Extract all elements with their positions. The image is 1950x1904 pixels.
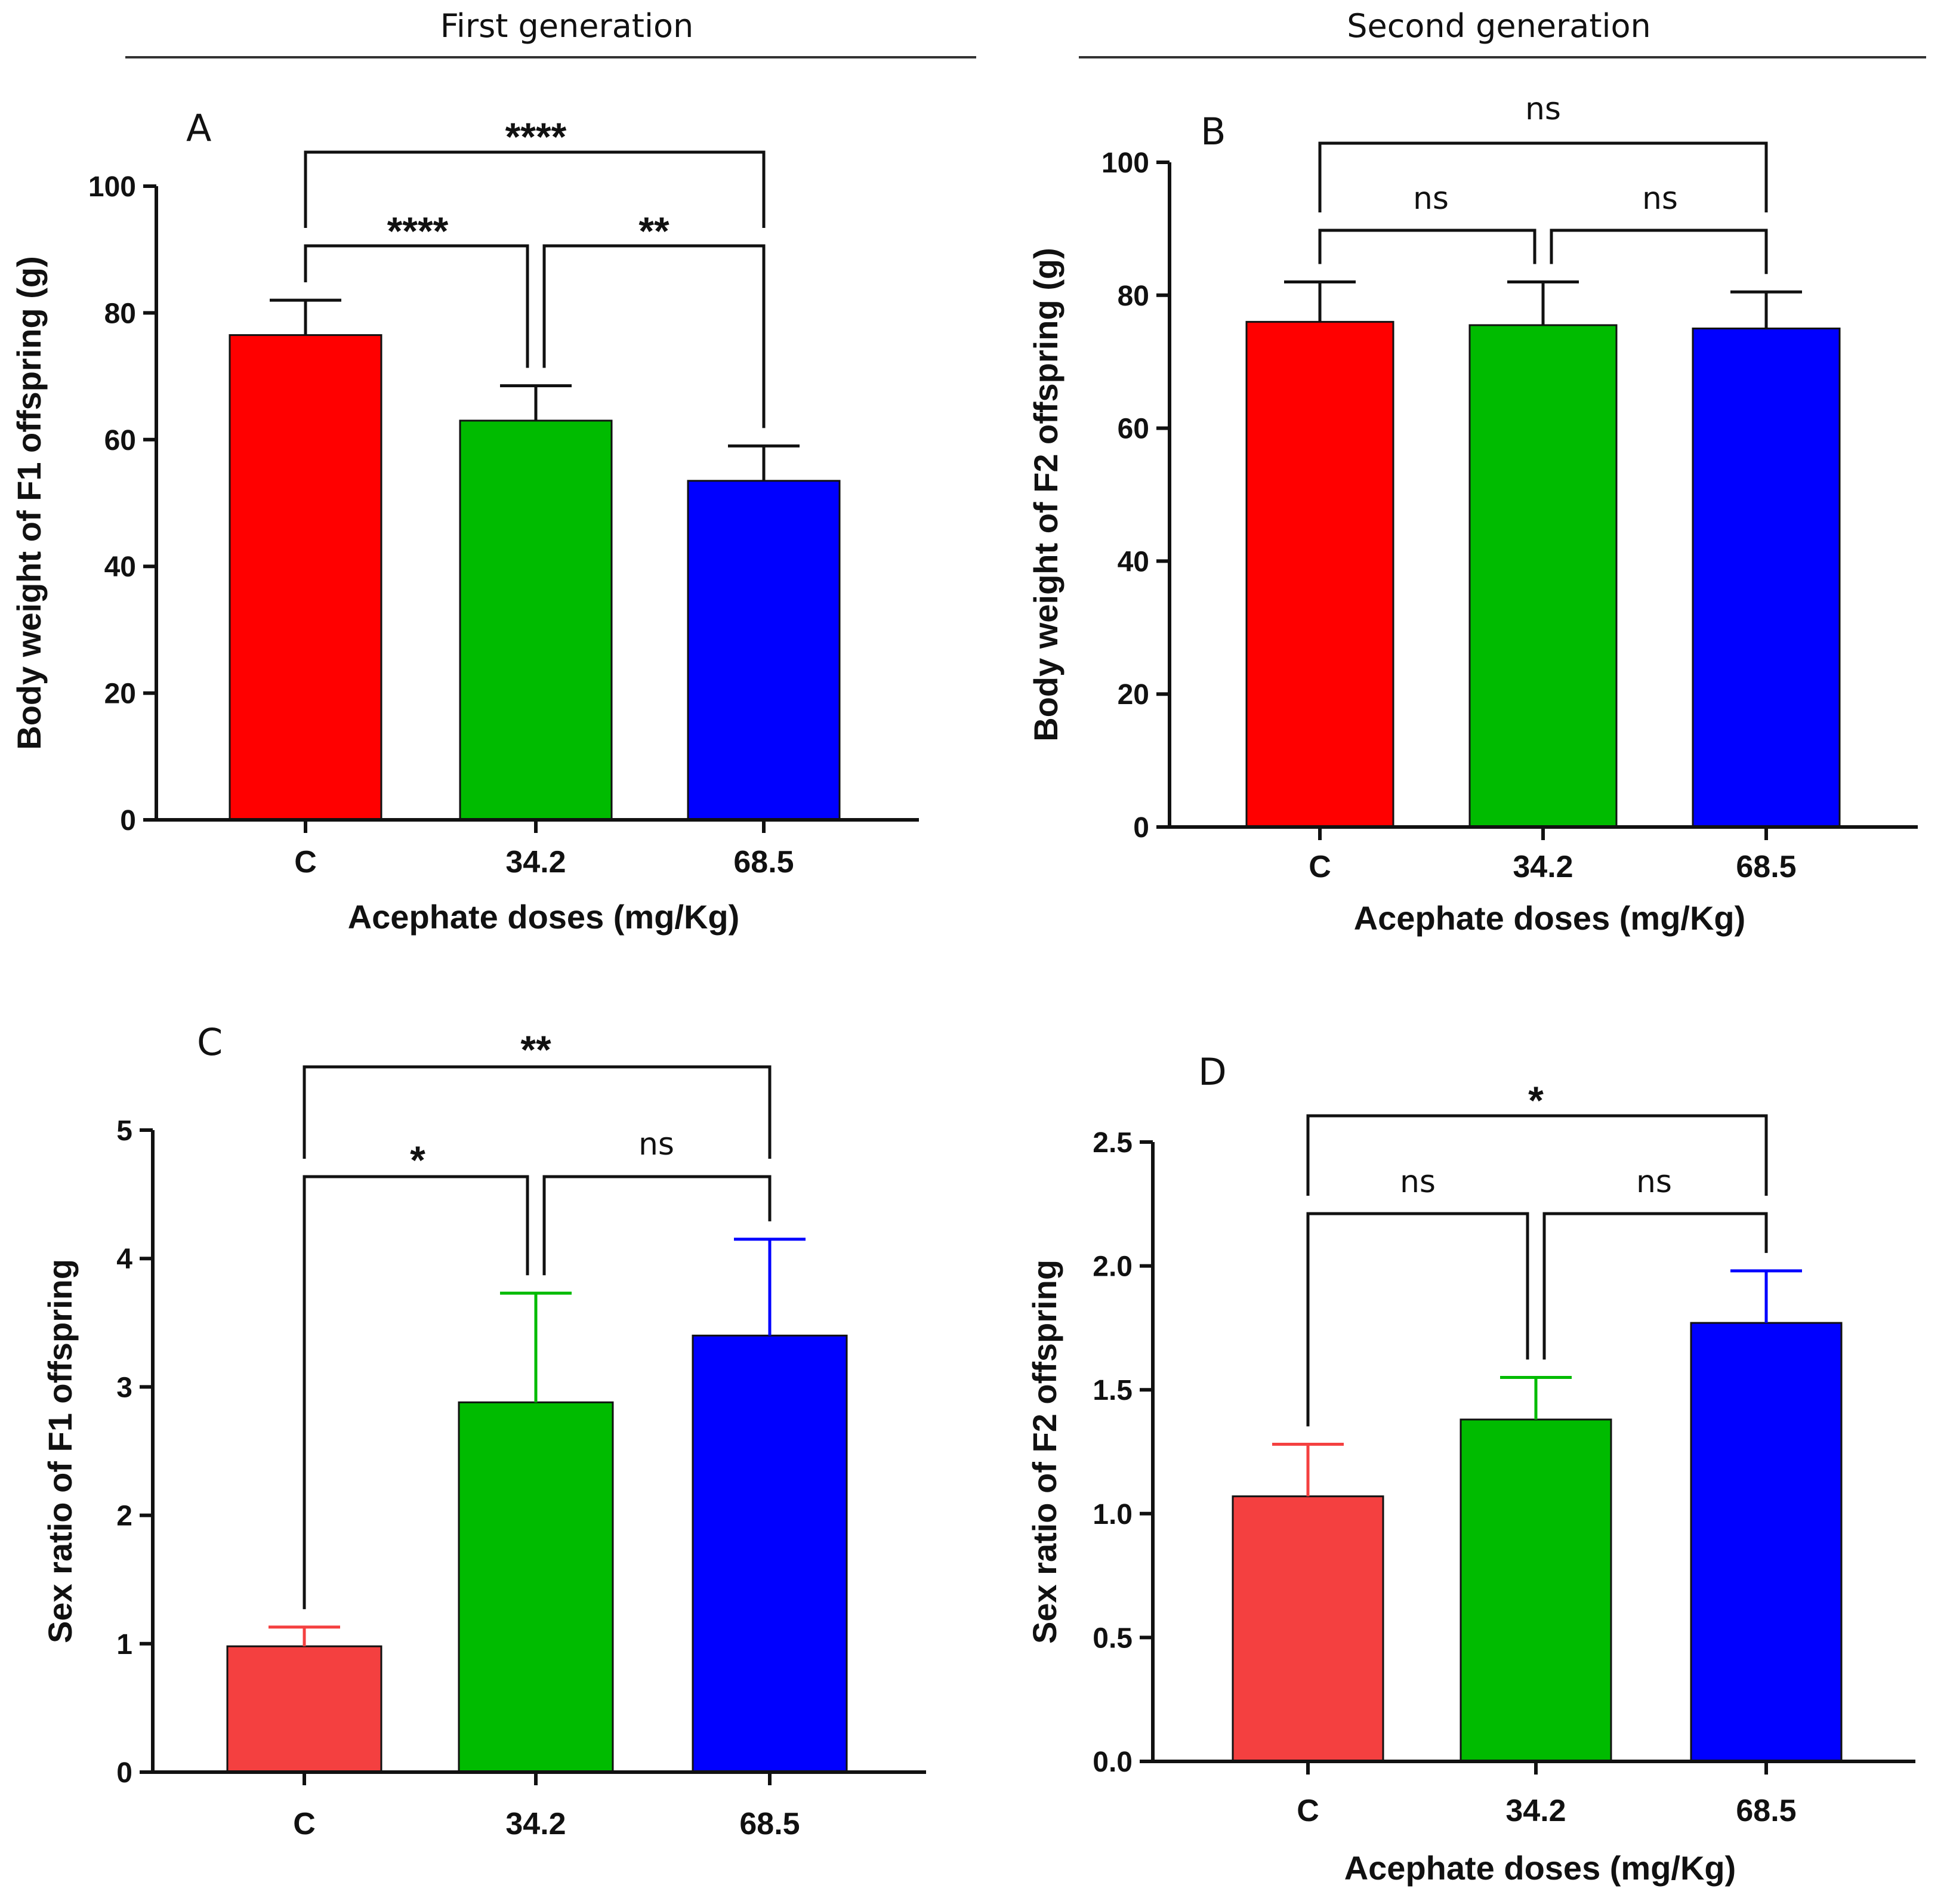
y-tick-label-0: 0: [120, 805, 136, 837]
significance-label-2: *: [1528, 1078, 1544, 1122]
bar-2: [1693, 329, 1840, 828]
bar-0: [1246, 322, 1393, 827]
second-generation-header: Second generation: [1347, 7, 1651, 45]
bar-1: [1461, 1419, 1611, 1761]
x-tick-label-0: C: [1309, 850, 1331, 884]
significance-bracket-2: [1308, 1116, 1766, 1196]
y-tick-label-4: 80: [1118, 280, 1149, 312]
panel-b-letter: B: [1201, 110, 1226, 153]
y-tick-label-0: 0: [116, 1757, 132, 1789]
panel-a-letter: A: [186, 106, 211, 150]
significance-label-0: ****: [387, 209, 449, 253]
panel-d-chart: C 34.2 68.5 0.0 0.5 1.0 1.5 2.0 2.5 Sex ratio of …: [1026, 1078, 1915, 1887]
x-tick-label-2: 68.5: [739, 1807, 800, 1841]
bar-1: [460, 421, 612, 820]
y-tick-label-0: 0.0: [1093, 1746, 1133, 1778]
bar-2: [1691, 1323, 1841, 1761]
significance-bracket-1: [544, 246, 764, 428]
y-tick-label-2: 40: [1118, 546, 1149, 578]
y-tick-label-3: 60: [1118, 413, 1149, 445]
bar-2: [693, 1335, 847, 1772]
y-axis-title: Sex ratio of F2 offspring: [1026, 1260, 1063, 1644]
panel-c-chart: C 34.2 68.5 0 1 2 3 4 5 Sex ratio of F1 offspring…: [41, 1027, 926, 1841]
y-tick-label-5: 100: [1101, 147, 1149, 179]
first-generation-header: First generation: [440, 7, 694, 45]
y-tick-label-1: 0.5: [1093, 1622, 1133, 1654]
y-tick-label-3: 1.5: [1093, 1375, 1133, 1406]
x-tick-label-1: 34.2: [1505, 1794, 1566, 1828]
x-tick-label-2: 68.5: [1736, 1794, 1796, 1828]
significance-bracket-0: [1308, 1214, 1528, 1427]
x-tick-label-0: C: [293, 1807, 316, 1841]
significance-bracket-2: [1320, 143, 1766, 212]
x-tick-label-1: 34.2: [505, 845, 566, 880]
significance-bracket-2: [306, 152, 764, 228]
y-tick-label-3: 3: [116, 1372, 132, 1403]
y-tick-label-1: 20: [104, 678, 136, 710]
y-tick-label-1: 1: [116, 1629, 132, 1661]
x-tick-label-1: 34.2: [1513, 850, 1573, 884]
y-tick-label-5: 100: [88, 171, 136, 203]
panel-d-letter: D: [1198, 1050, 1227, 1094]
y-axis-title: Body weight of F2 offspring (g): [1027, 248, 1065, 741]
significance-label-1: ns: [1642, 181, 1678, 217]
y-tick-label-5: 5: [116, 1115, 132, 1147]
y-tick-label-2: 1.0: [1093, 1499, 1133, 1530]
y-tick-label-2: 40: [104, 551, 136, 583]
x-tick-label-0: C: [294, 845, 317, 880]
panel-a-chart: C 34.2 68.5 0 20 40 60 80 100 Body weight of F1 o…: [10, 115, 919, 936]
significance-label-2: **: [520, 1027, 551, 1072]
y-tick-label-4: 4: [116, 1243, 132, 1275]
y-axis-title: Body weight of F1 offspring (g): [10, 256, 48, 749]
figure: First generation Second generation A B C…: [0, 0, 1950, 1904]
significance-bracket-1: [544, 1177, 770, 1275]
y-tick-label-0: 0: [1133, 812, 1149, 844]
x-axis-title: Acephate doses (mg/Kg): [348, 898, 740, 936]
x-axis-title: Acephate doses (mg/Kg): [1344, 1849, 1736, 1887]
significance-label-1: **: [638, 209, 669, 253]
panel-b-chart: C 34.2 68.5 0 20 40 60 80 100 Body weight of F2 o…: [1027, 91, 1918, 937]
x-tick-label-1: 34.2: [505, 1807, 566, 1841]
x-tick-label-2: 68.5: [1736, 850, 1796, 884]
significance-label-2: ****: [505, 115, 567, 159]
y-tick-label-3: 60: [104, 425, 136, 456]
bar-1: [1470, 325, 1616, 827]
y-axis-title: Sex ratio of F1 offspring: [41, 1259, 79, 1643]
significance-bracket-2: [304, 1067, 770, 1159]
significance-label-1: ns: [1636, 1164, 1672, 1200]
x-tick-label-0: C: [1297, 1794, 1319, 1828]
y-tick-label-5: 2.5: [1093, 1127, 1133, 1159]
y-tick-label-1: 20: [1118, 679, 1149, 711]
bar-0: [227, 1646, 381, 1772]
bar-1: [459, 1402, 613, 1772]
bar-0: [230, 335, 381, 820]
significance-label-2: ns: [1525, 91, 1561, 127]
significance-bracket-0: [1320, 230, 1535, 264]
bar-0: [1233, 1496, 1383, 1761]
panel-c-letter: C: [197, 1020, 223, 1064]
y-tick-label-4: 80: [104, 298, 136, 329]
y-tick-label-2: 2: [116, 1501, 132, 1532]
bar-2: [688, 481, 840, 820]
y-tick-label-4: 2.0: [1093, 1251, 1133, 1283]
significance-label-1: ns: [638, 1127, 674, 1162]
significance-label-0: ns: [1413, 181, 1449, 217]
x-axis-title: Acephate doses (mg/Kg): [1354, 899, 1746, 937]
x-tick-label-2: 68.5: [733, 845, 794, 880]
significance-label-0: ns: [1400, 1164, 1436, 1200]
significance-label-0: *: [410, 1138, 425, 1182]
significance-bracket-1: [1551, 230, 1766, 274]
